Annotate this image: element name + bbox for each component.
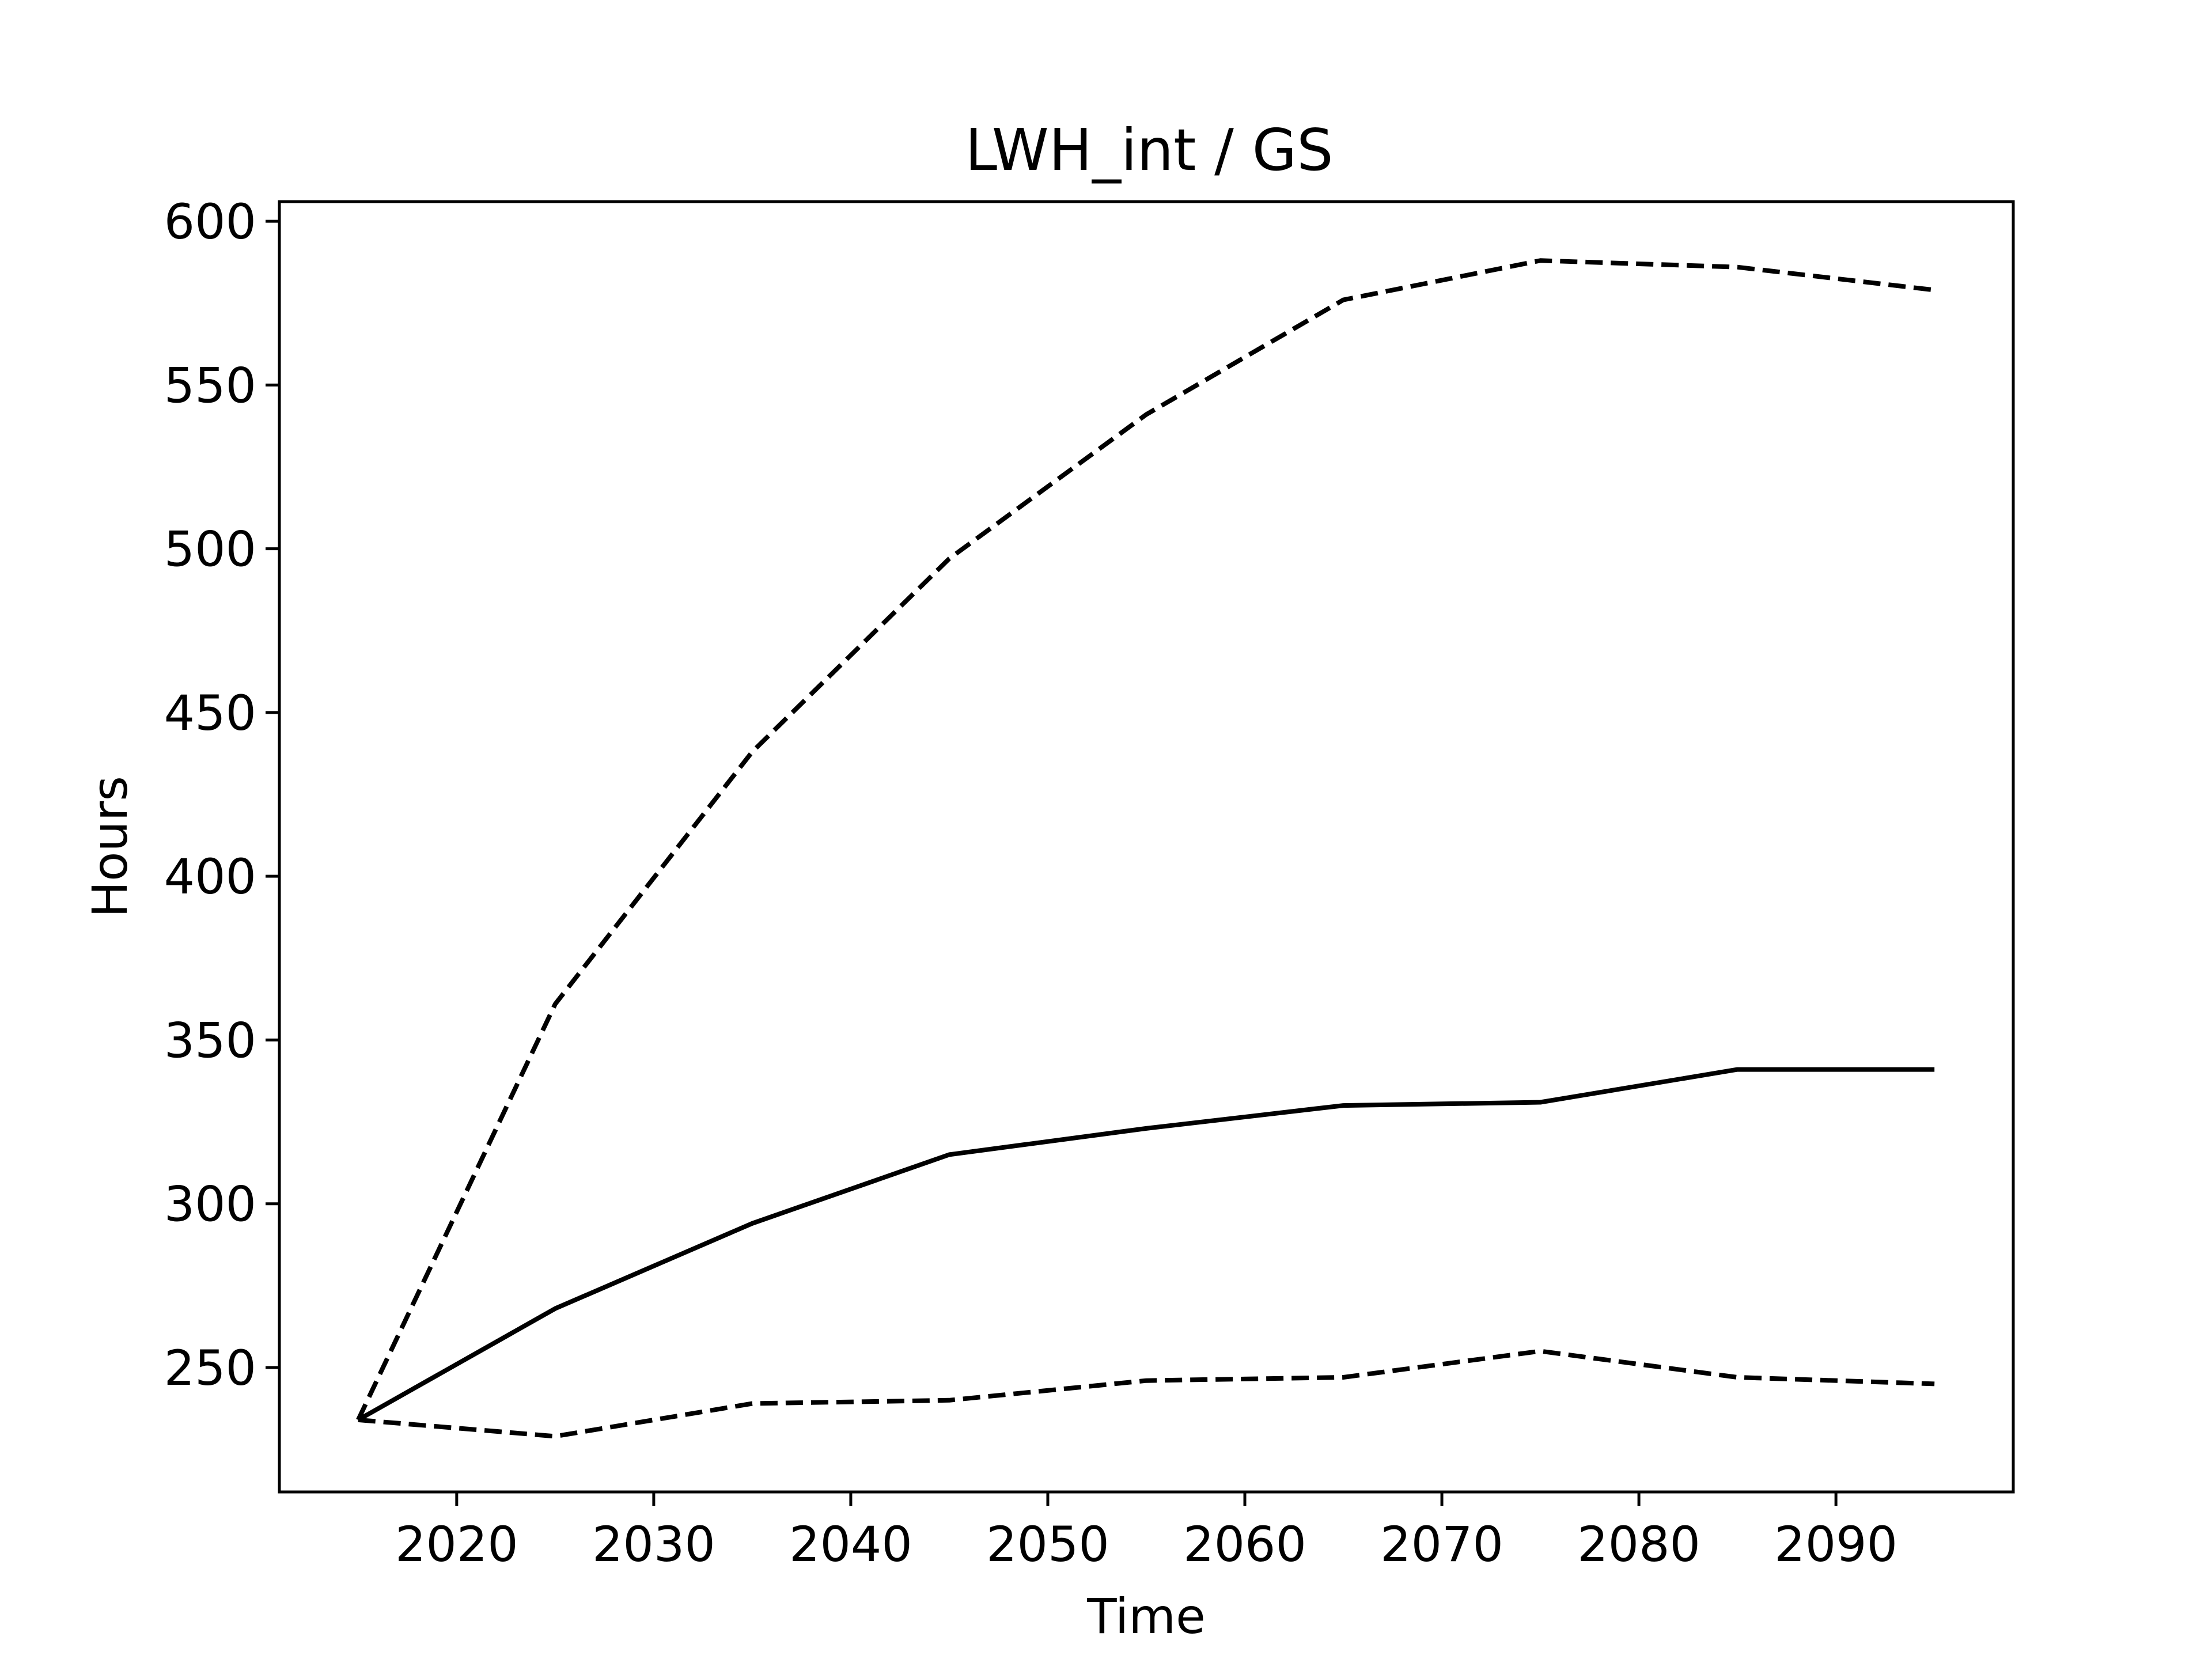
y-tick-label: 500 [164,521,256,578]
plot-frame [278,200,2015,1494]
x-tick-label: 2030 [592,1516,715,1573]
y-tick-label: 250 [164,1340,256,1396]
x-tick-label: 2080 [1577,1516,1700,1573]
series-line-3 [358,1349,1935,1439]
y-tick-label: 450 [164,685,256,741]
x-tick-label: 2050 [986,1516,1109,1573]
chart-title: LWH_int / GS [965,116,1333,184]
x-axis-ticks: 2020 2030 2040 2050 2060 2070 2080 2090 [395,1492,1897,1573]
series-layer [356,258,1935,1439]
x-tick-label: 2090 [1774,1516,1897,1573]
series-line-2 [357,1067,1935,1422]
y-tick-label: 300 [164,1176,256,1233]
x-tick-label: 2060 [1183,1516,1306,1573]
y-tick-label: 400 [164,849,256,905]
x-tick-label: 2040 [789,1516,912,1573]
x-tick-label: 2020 [395,1516,518,1573]
series-line-1 [356,258,1935,1421]
x-axis-label: Time [1086,1588,1206,1645]
y-tick-label: 600 [164,194,256,250]
y-axis-ticks: 250 300 350 400 450 500 550 600 [164,194,279,1396]
y-tick-label: 550 [164,357,256,414]
y-tick-label: 350 [164,1012,256,1069]
x-tick-label: 2070 [1380,1516,1503,1573]
y-axis-label: Hours [82,776,138,918]
